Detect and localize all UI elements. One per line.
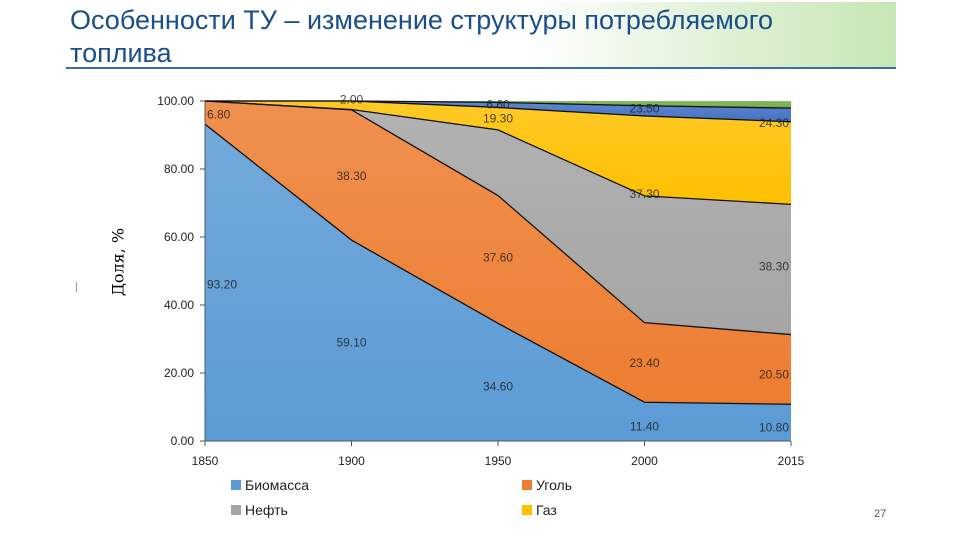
area-series-1 — [205, 101, 791, 405]
y-tick-label: 0.00 — [171, 434, 195, 448]
y-tick-label: 100.00 — [157, 94, 194, 108]
area-series-0 — [205, 124, 791, 442]
y-tick-label: 80.00 — [164, 162, 194, 176]
data-label: 93.20 — [207, 278, 237, 292]
data-label: 59.10 — [336, 335, 366, 349]
area-series-3 — [205, 101, 791, 205]
y-tick-label: 60.00 — [164, 230, 194, 244]
x-tick-label: 1950 — [485, 454, 512, 468]
data-label: 10.80 — [759, 420, 789, 434]
data-label: 6.60 — [486, 97, 510, 111]
slide-title: Особенности ТУ – изменение структуры пот… — [70, 5, 774, 68]
legend-item-coal: Уголь — [522, 477, 572, 493]
data-label: 23.50 — [629, 101, 659, 115]
legend-item-oil: Нефть — [231, 502, 288, 518]
data-label: 11.40 — [630, 419, 659, 433]
legend-label-biomass: Биомасса — [245, 477, 309, 493]
legend-label-coal: Уголь — [536, 477, 573, 493]
x-tick-label: 1900 — [338, 454, 365, 468]
title-underline — [66, 67, 896, 69]
data-label: 2.00 — [340, 92, 364, 106]
data-label: 34.60 — [483, 380, 513, 394]
area-series-2 — [205, 101, 791, 335]
legend-swatch-coal — [522, 480, 532, 490]
page-number: 27 — [874, 508, 887, 520]
series-boundary-line-0 — [204, 123, 792, 405]
legend-label-oil: Нефть — [245, 502, 288, 518]
data-label: 37.30 — [629, 187, 659, 201]
legend-label-gas: Газ — [536, 502, 557, 518]
y-tick-label: 40.00 — [164, 298, 194, 312]
series-boundary-line-4 — [205, 100, 792, 109]
data-label: 19.30 — [483, 112, 513, 126]
legend-item-gas: Газ — [522, 502, 557, 518]
legend-swatch-gas — [522, 505, 532, 515]
legend-swatch-oil — [231, 505, 241, 515]
data-label: 20.50 — [759, 368, 789, 382]
x-tick-label: 1850 — [192, 454, 219, 468]
series-boundary-line-2 — [204, 100, 792, 206]
data-label: 24.30 — [759, 116, 789, 130]
title-band — [66, 2, 896, 68]
y-tick-label: 20.00 — [164, 366, 194, 380]
x-tick-label: 2000 — [631, 454, 658, 468]
data-label: 23.40 — [629, 356, 659, 370]
legend-swatch-biomass — [231, 480, 241, 490]
data-label: 38.30 — [759, 260, 789, 274]
decorative-mark — [76, 282, 77, 292]
area-series-5 — [205, 101, 791, 109]
data-label: 6.80 — [207, 108, 231, 122]
x-tick-label: 2015 — [778, 454, 805, 468]
legend-item-biomass: Биомасса — [231, 477, 309, 493]
data-label: 37.60 — [483, 250, 513, 264]
data-label: 38.30 — [336, 169, 366, 183]
